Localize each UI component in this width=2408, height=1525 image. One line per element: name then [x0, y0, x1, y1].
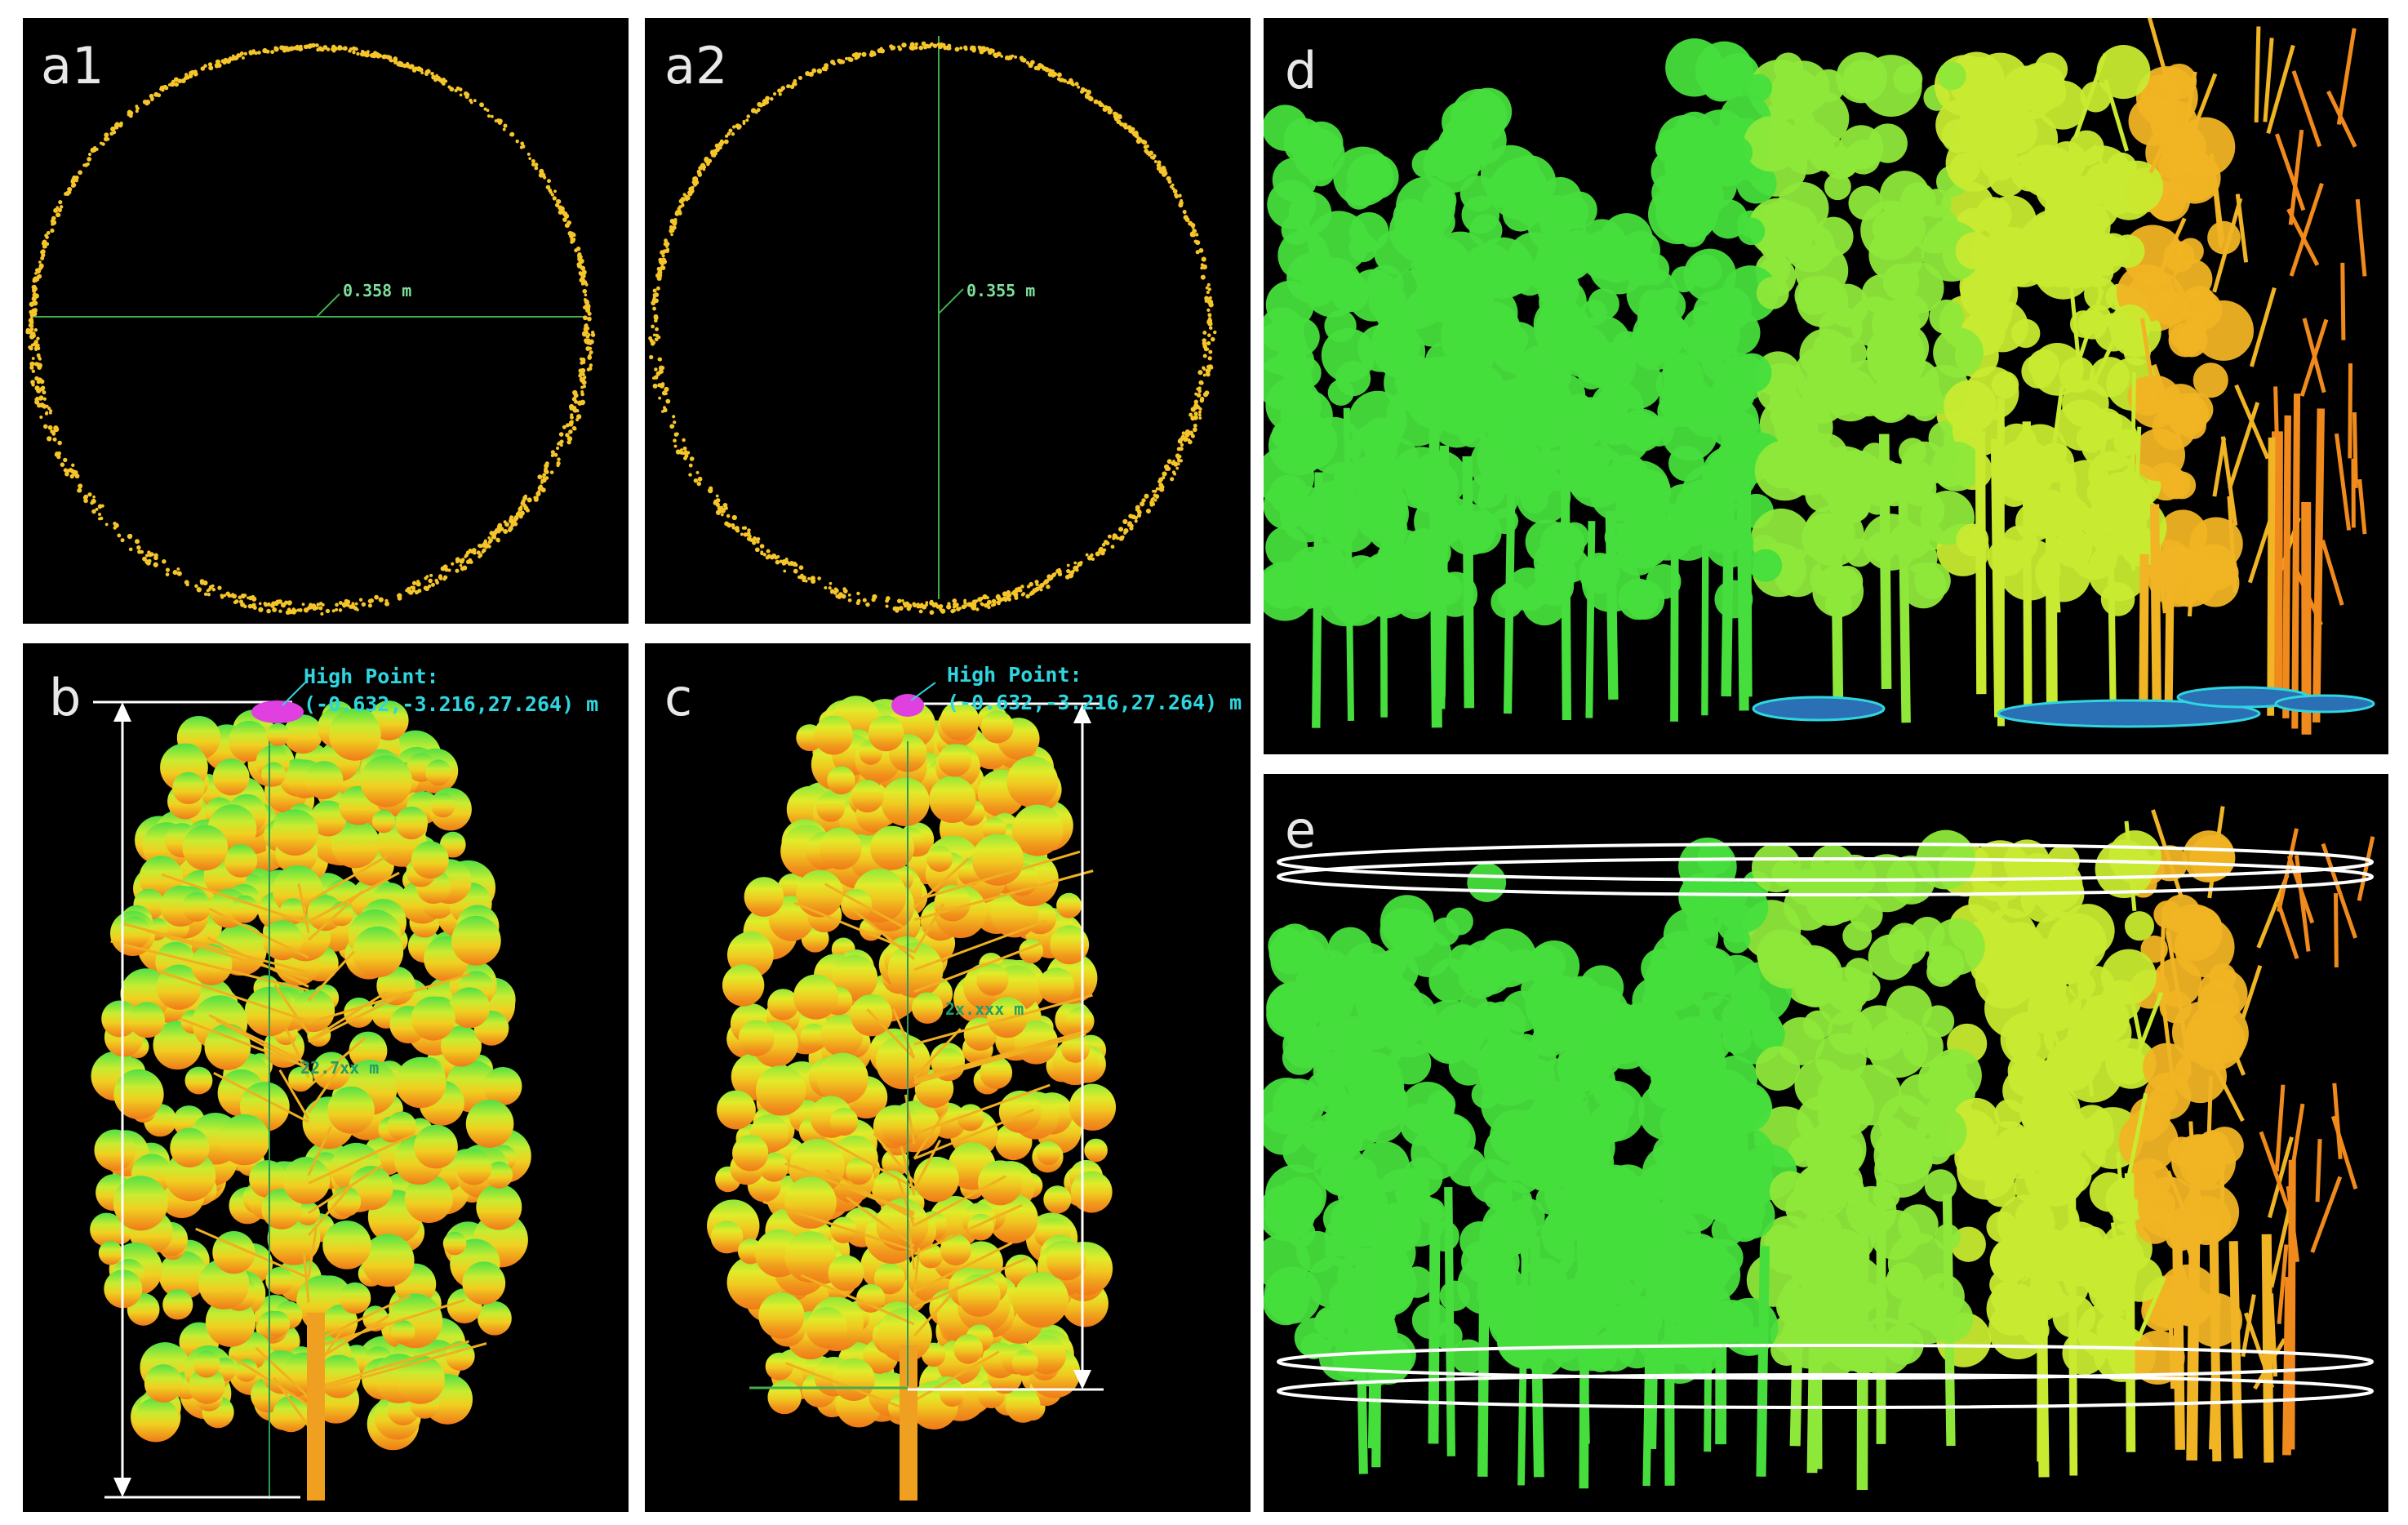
height-value-b: 22.7xx m — [300, 1058, 380, 1078]
forest-plot-d — [1264, 18, 2375, 735]
high-point-title-b: High Point: — [304, 665, 439, 688]
trunk-points-a2 — [648, 36, 1217, 616]
tree-trunks-e — [1355, 1152, 2296, 1491]
high-point-marker-c — [891, 694, 924, 717]
forest-canopy-d — [1264, 18, 2367, 627]
tree-trunk-c — [900, 1345, 917, 1501]
leader-line-a1 — [316, 293, 340, 318]
tree-trunk-b — [307, 1313, 325, 1501]
arrowhead-top-c — [1073, 704, 1091, 723]
trunk-points-a1 — [25, 42, 596, 616]
panel-b-tree-height: b High Point: (-0.632,-3.216,27.264) m 2… — [23, 643, 629, 1512]
slice-rings-lower — [1277, 1344, 2374, 1409]
panel-label-c: c — [664, 668, 693, 727]
panel-d-plot-point-cloud: d — [1264, 18, 2388, 754]
slice-rings-upper — [1277, 843, 2374, 896]
diameter-measurement-a1: 0.358 m — [343, 281, 412, 300]
forest-plot-e — [1264, 806, 2375, 1491]
panel-e-layer-slices: e — [1264, 774, 2388, 1512]
tree-crown-c — [707, 696, 1117, 1429]
high-point-coords-c: (-0.632,-3.216,27.264) m — [947, 691, 1242, 714]
ground-patches-d — [1752, 686, 2375, 728]
high-point-coords-b: (-0.632,-3.216,27.264) m — [304, 692, 599, 716]
forest-canopy-e — [1264, 806, 2375, 1390]
high-point-marker-b — [251, 700, 304, 723]
tree-point-cloud-b — [90, 682, 531, 1501]
trunk-point-ring — [25, 42, 596, 616]
panel-label-d: d — [1285, 41, 1317, 100]
height-value-c: 2x.xxx m — [945, 999, 1024, 1019]
panel-label-b: b — [49, 668, 82, 727]
high-point-leader-c — [910, 682, 936, 701]
high-point-title-c: High Point: — [947, 663, 1082, 687]
trunk-point-ring — [648, 41, 1217, 616]
panel-label-a2: a2 — [664, 36, 728, 96]
leader-line-a2 — [938, 288, 964, 314]
high-point-leader-b — [282, 682, 306, 706]
panel-label-a1: a1 — [41, 36, 104, 96]
arrowhead-bottom-c — [1073, 1370, 1091, 1389]
diameter-measurement-a2: 0.355 m — [966, 281, 1036, 300]
tree-crown-b — [90, 700, 531, 1451]
tree-point-cloud-c — [707, 682, 1117, 1501]
panel-a1-trunk-cross-section: a1 0.358 m — [23, 18, 629, 624]
arrowhead-bottom-b — [113, 1478, 131, 1497]
arrowhead-top-b — [113, 702, 131, 722]
tree-trunks-d — [1312, 393, 2326, 735]
panel-a2-trunk-cross-section: a2 0.355 m — [645, 18, 1251, 624]
panel-c-tree-height: c High Point: (-0.632,-3.216,27.264) m 2… — [645, 643, 1251, 1512]
panel-label-e: e — [1285, 800, 1317, 860]
